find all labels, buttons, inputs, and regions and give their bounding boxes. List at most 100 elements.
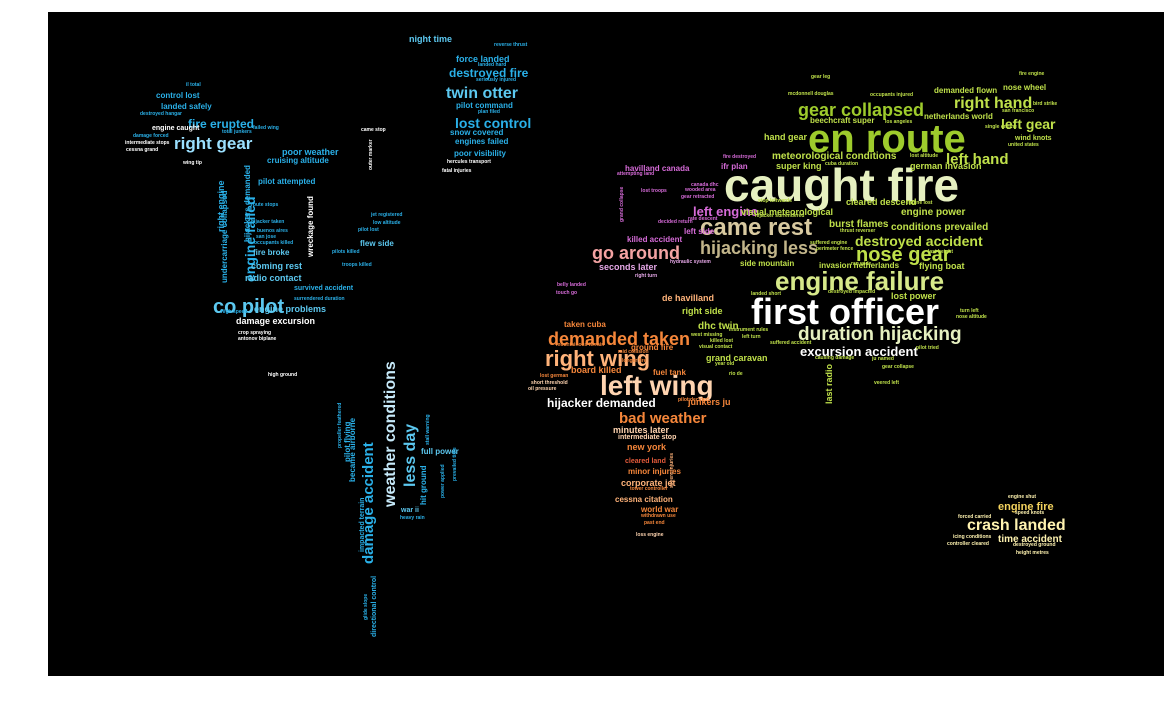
word-small: rate descent [688, 216, 718, 222]
word-snow-covered: snow covered [450, 128, 504, 137]
word-wreckage-found: wreckage found [306, 196, 315, 257]
word-small: right turn [635, 273, 658, 279]
word-war-ii: war ii [401, 507, 419, 514]
word-small: instrument rules [729, 327, 769, 333]
word-wind-knots: wind knots [1015, 135, 1052, 142]
word-minutes-later: minutes later [613, 425, 670, 435]
word-right-gear: right gear [174, 134, 253, 153]
word-left-wing: left wing [600, 370, 714, 401]
word-right-side: right side [682, 306, 723, 316]
word-demanded-flown: demanded flown [934, 86, 998, 95]
word-pilot-flying: pilot flying [343, 421, 352, 462]
word-survived-accident: survived accident [294, 285, 354, 292]
word-small: severe injuries [669, 452, 675, 488]
word-small: lost troops [641, 188, 667, 194]
word-small: occupants killed [254, 240, 294, 246]
word-pilot-attempted: pilot attempted [258, 177, 316, 186]
word-small: attempting land [617, 171, 655, 177]
word-burst-flames: burst flames [829, 219, 889, 230]
word-dhc-twin: dhc twin [698, 321, 739, 332]
word-right-wing: right wing [545, 346, 651, 371]
word-small: causing damage [815, 355, 855, 361]
word-small: failed wing [253, 125, 279, 131]
word-small: ju named [872, 356, 894, 362]
word-small: surrendered duration [294, 296, 345, 302]
word-small: engine shut [1008, 494, 1037, 500]
word-excursion-accident: excursion accident [800, 344, 918, 359]
word-small: troops killed [342, 262, 372, 268]
word-intermediate-stop: intermediate stop [618, 434, 677, 441]
word-damage-excursion: damage excursion [236, 316, 316, 326]
word-small: last height [928, 249, 954, 255]
word-small: outer marker [368, 139, 374, 170]
word-cloud-canvas: caught fire en route first officer engin… [48, 12, 1164, 676]
word-nose-gear: nose gear [856, 244, 951, 266]
word-engines-failed: engines failed [455, 137, 509, 146]
word-super-king: super king [776, 161, 822, 171]
word-small: low altitude [373, 220, 401, 226]
word-conditions-prevailed: conditions prevailed [891, 222, 989, 233]
word-small: killed lost [710, 338, 734, 344]
word-small: fatal injuries [442, 168, 472, 174]
word-invasion-netherlands: invasion netherlands [819, 261, 900, 270]
word-small: engine lost [906, 200, 933, 206]
word-gear-collapsed: gear collapsed [798, 100, 925, 120]
word-left-engine: left engine [693, 204, 759, 219]
word-directional-control: directional control [371, 575, 378, 637]
word-impacted-terrain: impacted terrain [359, 497, 366, 552]
word-small: landed hard [478, 62, 507, 68]
word-small: high ground [268, 372, 298, 378]
word-small: left turn [742, 334, 761, 340]
word-small: single engine [985, 124, 1017, 130]
word-taken-cuba: taken cuba [564, 320, 606, 329]
word-minor-injuries: minor injuries [628, 467, 681, 476]
word-small: landed short [751, 291, 782, 297]
word-flew-side: flew side [360, 239, 394, 248]
word-small: occupants injured [870, 92, 914, 98]
word-ground-fire: ground fire [631, 343, 674, 352]
word-grand-caravan: grand caravan [706, 353, 768, 363]
word-left-gear: left gear [1001, 116, 1056, 132]
word-side-mountain: side mountain [740, 259, 795, 268]
word-small: pilots killed [332, 249, 360, 255]
word-small: speed knots [1015, 510, 1045, 516]
word-hijacker-demanded: hijacker demanded [547, 396, 656, 410]
word-small: longer fire [622, 358, 647, 364]
word-less-day: less day [402, 423, 419, 487]
word-small: destroyed ground [1013, 542, 1056, 548]
word-fuel-tank: fuel tank [653, 368, 686, 377]
word-small: destroyed impacted [828, 289, 876, 295]
word-small: reverse thrust [494, 42, 528, 48]
word-small: lost altitude [910, 153, 939, 159]
word-small: plan filed [478, 109, 500, 115]
word-lost-power: lost power [891, 291, 937, 301]
word-hit-ground: hit ground [419, 465, 428, 505]
word-co-pilot: co pilot [213, 296, 285, 318]
word-control-lost: control lost [156, 91, 200, 100]
word-small: touch go [556, 290, 578, 296]
word-junkers-ju: junkers ju [688, 397, 731, 407]
word-weather-conditions: weather conditions [382, 361, 399, 507]
word-small: past end [644, 520, 665, 526]
word-small: propeller feathered [337, 402, 343, 448]
word-small: mountainous terrain [556, 342, 605, 348]
word-first-officer: first officer [751, 291, 940, 332]
word-small: mcdonnell douglas [788, 91, 834, 97]
word-small: gear retracted [681, 194, 715, 200]
word-small: antonov biplane [238, 336, 277, 342]
word-last-radio: last radio [824, 363, 834, 404]
word-corporate-jet: corporate jet [621, 478, 676, 488]
word-small: crop spraying [238, 330, 272, 336]
word-small: route stops [251, 202, 279, 208]
word-came-rest: came rest [700, 214, 813, 241]
word-destroyed-accident: destroyed accident [855, 233, 983, 249]
word-ifr-plan: ifr plan [721, 162, 748, 171]
word-board-killed: board killed [571, 365, 622, 375]
word-beechcraft-super: beechcraft super [810, 116, 875, 125]
word-small: stop leftwards [758, 198, 792, 204]
word-destroyed-fire: destroyed fire [449, 66, 529, 80]
word-small: rio de [729, 371, 743, 377]
word-small: icing conditions [953, 534, 992, 540]
word-small: perimeter fence [816, 246, 854, 252]
word-small: damage forced [133, 133, 169, 139]
